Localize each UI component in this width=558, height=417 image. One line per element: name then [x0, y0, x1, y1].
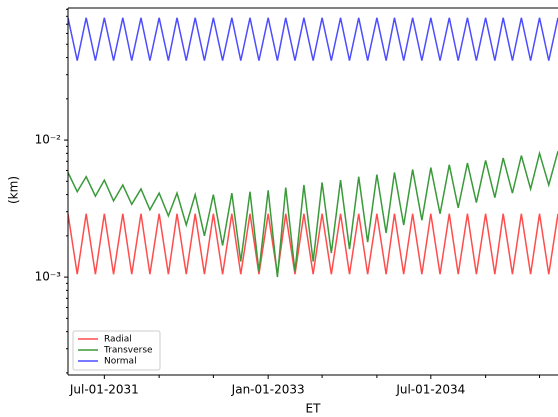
series-line	[68, 213, 558, 275]
x-tick-label: Jul-01-2031	[69, 383, 139, 397]
legend-label: Normal	[104, 357, 137, 367]
legend-label: Radial	[104, 335, 132, 345]
series-line	[68, 150, 558, 278]
plot-area	[68, 17, 558, 278]
x-axis-label: ET	[306, 402, 322, 416]
y-axis-label: (km)	[7, 176, 21, 204]
y-tick-label: 10⁻³	[35, 270, 62, 284]
series-line	[68, 17, 558, 61]
x-tick-label: Jul-01-2034	[395, 383, 465, 397]
x-tick-label: Jan-01-2033	[231, 383, 305, 397]
y-tick-label: 10⁻²	[35, 133, 62, 147]
legend-label: Transverse	[103, 346, 153, 356]
